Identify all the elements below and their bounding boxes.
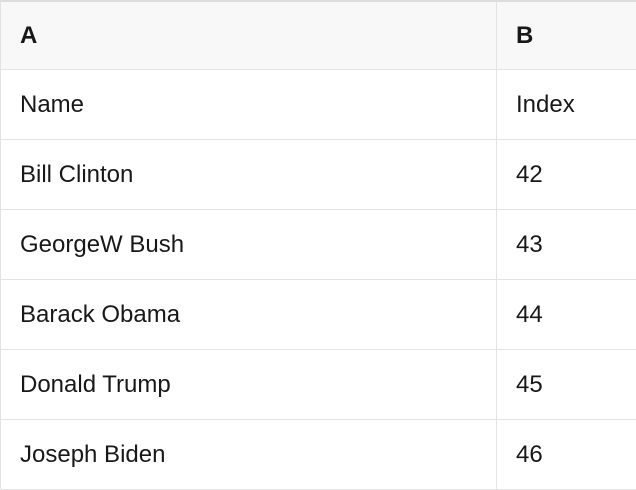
cell-b3-text: 43 [516,230,543,258]
cell-b1-text: Index [516,90,575,118]
column-header-row: A B [1,2,636,70]
cell-b4[interactable]: 44 [497,280,636,349]
cell-b2[interactable]: 42 [497,140,636,209]
cell-a4[interactable]: Barack Obama [1,280,497,349]
column-header-a[interactable]: A [1,2,497,69]
table-row: Donald Trump 45 [1,350,636,420]
cell-a3-text: GeorgeW Bush [20,230,185,258]
table-row: GeorgeW Bush 43 [1,210,636,280]
cell-a2[interactable]: Bill Clinton [1,140,497,209]
cell-b5[interactable]: 45 [497,350,636,419]
table-row: Joseph Biden 46 [1,420,636,490]
column-header-b[interactable]: B [497,2,636,69]
cell-b4-text: 44 [516,300,543,328]
cell-a4-text: Barack Obama [20,300,181,328]
cell-a6-text: Joseph Biden [20,440,166,468]
cell-b6[interactable]: 46 [497,420,636,489]
cell-b3[interactable]: 43 [497,210,636,279]
cell-a3[interactable]: GeorgeW Bush [1,210,497,279]
cell-a5-text: Donald Trump [20,370,171,398]
cell-b1[interactable]: Index [497,70,636,139]
table-row: Name Index [1,70,636,140]
cell-a2-text: Bill Clinton [20,160,134,188]
cell-b5-text: 45 [516,370,543,398]
cell-a5[interactable]: Donald Trump [1,350,497,419]
cell-b6-text: 46 [516,440,543,468]
table-row: Barack Obama 44 [1,280,636,350]
column-header-a-label: A [20,21,38,49]
table-row: Bill Clinton 42 [1,140,636,210]
cell-a1-text: Name [20,90,85,118]
cell-a1[interactable]: Name [1,70,497,139]
cell-a6[interactable]: Joseph Biden [1,420,497,489]
cell-b2-text: 42 [516,160,543,188]
column-header-b-label: B [516,21,534,49]
